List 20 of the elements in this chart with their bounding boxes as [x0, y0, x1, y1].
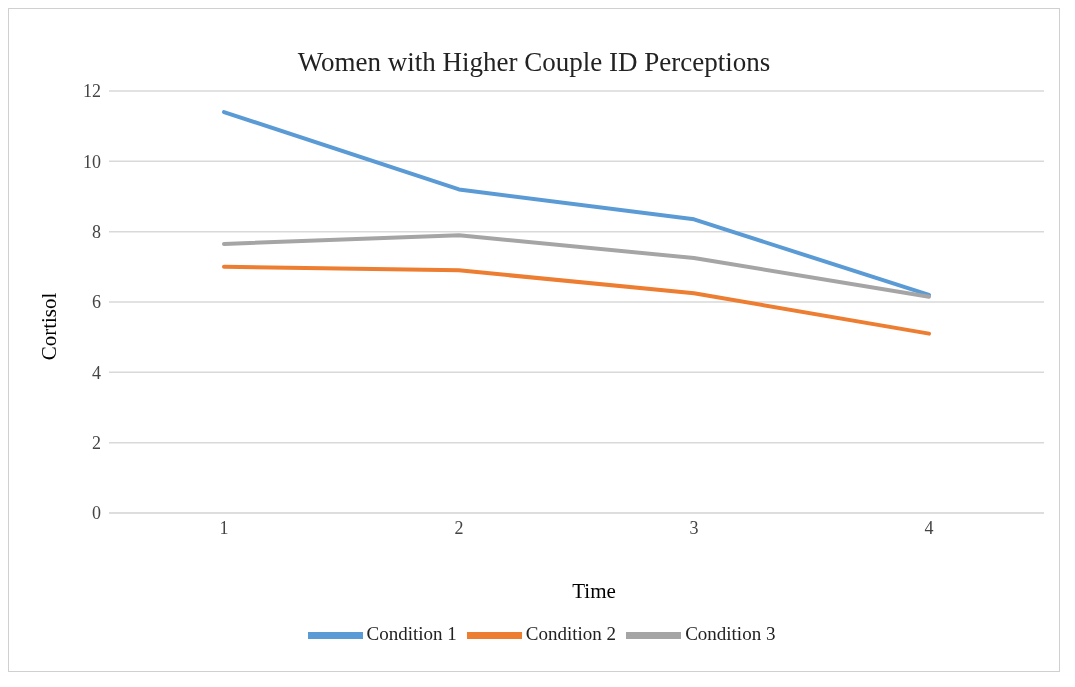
x-tick-label: 2 [454, 517, 464, 538]
line-series [222, 233, 931, 299]
x-tick-label: 4 [924, 517, 934, 538]
y-tick-label: 4 [92, 362, 101, 383]
chart-title: Women with Higher Couple ID Perceptions [296, 47, 772, 78]
y-tick-label: 6 [92, 292, 101, 313]
line-series [222, 110, 931, 297]
x-tick-label: 1 [219, 517, 229, 538]
legend-label: Condition 3 [685, 622, 776, 644]
y-tick-label: 8 [92, 222, 101, 243]
y-axis-title: Cortisol [36, 291, 62, 363]
line-series [222, 264, 931, 336]
y-tick-label: 12 [83, 81, 101, 102]
y-tick-label: 10 [83, 151, 101, 172]
y-tick-label: 2 [92, 433, 101, 454]
y-tick-label: 0 [92, 503, 101, 524]
x-tick-label: 3 [689, 517, 699, 538]
legend-label: Condition 1 [366, 622, 457, 644]
legend-label: Condition 2 [525, 622, 617, 644]
x-axis-title: Time [571, 579, 617, 604]
